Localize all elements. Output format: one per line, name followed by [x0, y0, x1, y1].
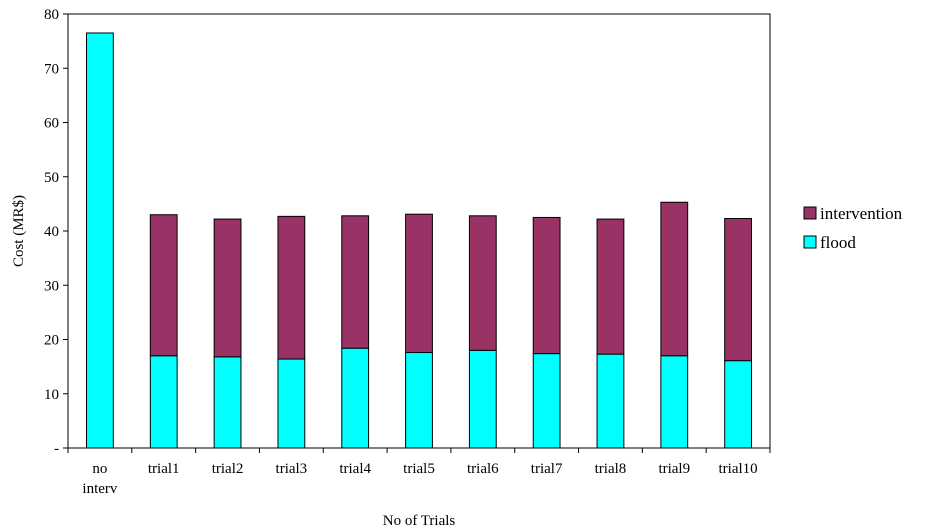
x-tick-label: trial4 [339, 461, 371, 477]
x-tick-label: trial3 [276, 461, 308, 477]
bar-flood [468, 349, 497, 449]
bar-intervention [405, 213, 433, 354]
bar-intervention [660, 201, 689, 357]
y-tick-label: 10 [44, 387, 59, 403]
bar-flood [86, 32, 114, 449]
x-axis-ticks: no interv trial1 trial2 trial3 trial4 trial5 tr… [67, 448, 771, 497]
bar-flood [277, 358, 306, 449]
y-tick-label: 40 [44, 224, 59, 240]
bar-intervention [468, 215, 497, 351]
bar-flood [660, 355, 689, 449]
x-tick-label: trial8 [595, 461, 627, 477]
bar-flood [532, 353, 561, 449]
bar-flood [724, 360, 752, 449]
bar-flood [405, 352, 433, 449]
x-tick-label: trial6 [467, 461, 499, 477]
y-axis-ticks: - 10 20 30 40 50 60 70 80 [44, 7, 68, 457]
bar-intervention [149, 214, 178, 357]
legend: intervention flood [803, 204, 903, 252]
legend-label-intervention: intervention [820, 204, 903, 223]
x-tick-label: trial2 [212, 461, 244, 477]
bar-intervention [596, 218, 625, 355]
y-tick-label: 80 [44, 7, 59, 23]
y-tick-label: 50 [44, 170, 59, 186]
bar-intervention [532, 216, 561, 355]
bar-flood [596, 353, 625, 449]
legend-swatch-intervention [803, 206, 817, 220]
legend-swatch-flood [803, 235, 817, 249]
x-tick-label: trial10 [719, 461, 758, 477]
x-axis-title: No of Trials [383, 513, 456, 529]
bar-flood [213, 356, 242, 449]
x-tick-label: trial1 [148, 461, 180, 477]
y-tick-label: - [54, 441, 59, 457]
bars [86, 32, 752, 449]
y-tick-label: 70 [44, 61, 59, 77]
bar-flood [341, 347, 370, 449]
bar-intervention [277, 215, 306, 360]
bar-intervention [341, 215, 370, 349]
x-tick-label: trial5 [403, 461, 435, 477]
y-tick-label: 20 [44, 333, 59, 349]
x-tick-label: trial9 [658, 461, 690, 477]
bar-intervention [213, 218, 242, 358]
bar-flood [149, 355, 178, 449]
y-tick-label: 30 [44, 278, 59, 294]
legend-label-flood: flood [820, 233, 856, 252]
x-tick-label: trial7 [531, 461, 563, 477]
x-tick-label: no interv [82, 461, 117, 497]
y-axis-title: Cost (MR$) [11, 195, 27, 267]
y-tick-label: 60 [44, 116, 59, 132]
bar-intervention [724, 218, 752, 362]
